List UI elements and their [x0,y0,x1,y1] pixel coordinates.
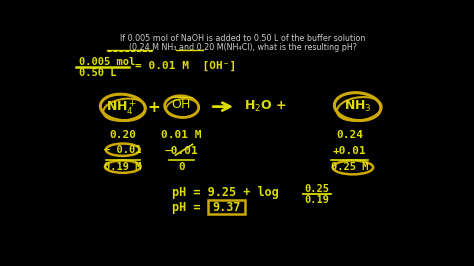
Text: If 0.005 mol of NaOH is added to 0.50 L of the buffer solution: If 0.005 mol of NaOH is added to 0.50 L … [120,34,365,43]
Text: 0.50 L: 0.50 L [79,68,116,78]
Text: $\overline{\mathrm{OH}}$: $\overline{\mathrm{OH}}$ [171,97,192,113]
Text: (0.24 M NH₃ and 0.20 M(NH₄Cl), what is the resulting pH?: (0.24 M NH₃ and 0.20 M(NH₄Cl), what is t… [129,43,357,52]
Text: = 0.01 M  [OH⁻]: = 0.01 M [OH⁻] [135,60,237,71]
Text: pH = 9.25 + log: pH = 9.25 + log [172,186,279,199]
Text: 0.20: 0.20 [109,131,137,140]
Text: 0.25: 0.25 [305,184,330,194]
Text: 0.01 M: 0.01 M [162,131,202,140]
Text: 0.005 mol: 0.005 mol [79,57,135,67]
Text: 0.19 M: 0.19 M [104,162,142,172]
Text: − 0.01: − 0.01 [104,145,142,155]
Text: NH$_3$: NH$_3$ [344,99,372,114]
Text: 9.37: 9.37 [212,201,241,214]
Text: 0: 0 [178,162,185,172]
Text: pH =: pH = [172,201,207,214]
Text: NH$_4^+$: NH$_4^+$ [106,98,137,117]
Text: −0.01: −0.01 [165,146,199,156]
Text: 0.19: 0.19 [305,195,330,205]
Text: +: + [147,100,160,115]
Text: 0.25 M: 0.25 M [331,162,369,172]
Bar [208,200,245,214]
Text: H$_2$O +: H$_2$O + [244,99,286,114]
Text: 0.24: 0.24 [337,131,364,140]
Text: +0.01: +0.01 [333,146,367,156]
